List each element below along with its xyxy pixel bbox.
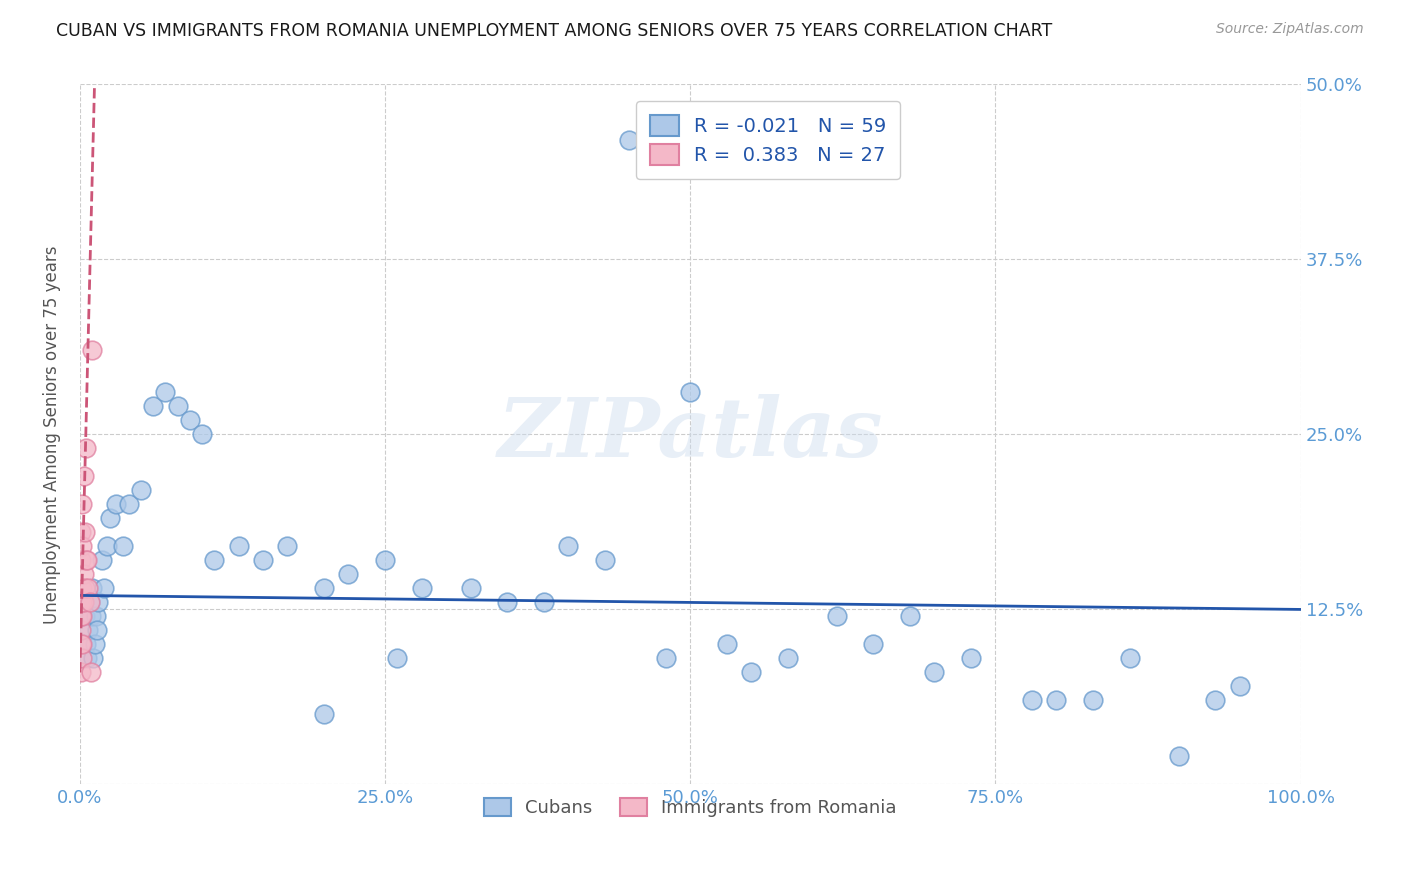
Point — [80, 582, 103, 596]
Point — [70, 553, 93, 567]
Point — [93, 582, 115, 596]
Point — [312, 582, 335, 596]
Point — [411, 582, 433, 596]
Point — [166, 400, 188, 414]
Point — [70, 525, 93, 540]
Point — [75, 553, 97, 567]
Point — [179, 413, 201, 427]
Point — [142, 400, 165, 414]
Point — [202, 553, 225, 567]
Point — [72, 595, 94, 609]
Point — [72, 637, 94, 651]
Point — [80, 609, 103, 624]
Point — [924, 665, 946, 680]
Point — [76, 553, 98, 567]
Point — [1204, 693, 1226, 707]
Point — [100, 511, 122, 525]
Point — [129, 483, 152, 498]
Point — [77, 582, 100, 596]
Point — [312, 707, 335, 722]
Point — [84, 609, 107, 624]
Point — [862, 637, 884, 651]
Point — [77, 624, 100, 638]
Point — [111, 540, 134, 554]
Point — [557, 540, 579, 554]
Point — [191, 427, 214, 442]
Point — [72, 567, 94, 582]
Point — [1167, 749, 1189, 764]
Point — [740, 665, 762, 680]
Point — [1229, 680, 1251, 694]
Point — [90, 553, 112, 567]
Point — [593, 553, 616, 567]
Point — [387, 651, 409, 665]
Point — [75, 442, 97, 456]
Point — [82, 651, 104, 665]
Point — [80, 343, 103, 358]
Point — [619, 133, 641, 147]
Legend: Cubans, Immigrants from Romania: Cubans, Immigrants from Romania — [477, 790, 904, 824]
Text: Source: ZipAtlas.com: Source: ZipAtlas.com — [1216, 22, 1364, 37]
Point — [716, 637, 738, 651]
Point — [75, 637, 97, 651]
Point — [70, 624, 93, 638]
Point — [72, 540, 94, 554]
Point — [72, 651, 94, 665]
Point — [1081, 693, 1104, 707]
Point — [70, 637, 93, 651]
Point — [776, 651, 799, 665]
Point — [252, 553, 274, 567]
Point — [73, 582, 96, 596]
Point — [83, 637, 105, 651]
Point — [72, 595, 94, 609]
Point — [96, 540, 118, 554]
Point — [87, 595, 110, 609]
Y-axis label: Unemployment Among Seniors over 75 years: Unemployment Among Seniors over 75 years — [44, 245, 60, 624]
Point — [825, 609, 848, 624]
Point — [86, 624, 108, 638]
Point — [72, 609, 94, 624]
Point — [70, 582, 93, 596]
Point — [76, 651, 98, 665]
Point — [72, 498, 94, 512]
Point — [72, 582, 94, 596]
Point — [337, 567, 360, 582]
Text: ZIPatlas: ZIPatlas — [498, 394, 883, 475]
Point — [533, 595, 555, 609]
Point — [276, 540, 298, 554]
Point — [1045, 693, 1067, 707]
Point — [960, 651, 983, 665]
Point — [655, 651, 678, 665]
Point — [374, 553, 396, 567]
Point — [1021, 693, 1043, 707]
Point — [228, 540, 250, 554]
Point — [898, 609, 921, 624]
Text: CUBAN VS IMMIGRANTS FROM ROMANIA UNEMPLOYMENT AMONG SENIORS OVER 75 YEARS CORREL: CUBAN VS IMMIGRANTS FROM ROMANIA UNEMPLO… — [56, 22, 1053, 40]
Point — [79, 595, 101, 609]
Point — [1119, 651, 1142, 665]
Point — [118, 498, 141, 512]
Point — [460, 582, 482, 596]
Point — [73, 525, 96, 540]
Point — [73, 609, 96, 624]
Point — [70, 609, 93, 624]
Point — [79, 595, 101, 609]
Point — [70, 595, 93, 609]
Point — [72, 469, 94, 483]
Point — [105, 498, 128, 512]
Point — [679, 385, 702, 400]
Point — [80, 665, 103, 680]
Point — [70, 665, 93, 680]
Point — [155, 385, 177, 400]
Point — [496, 595, 519, 609]
Point — [72, 595, 94, 609]
